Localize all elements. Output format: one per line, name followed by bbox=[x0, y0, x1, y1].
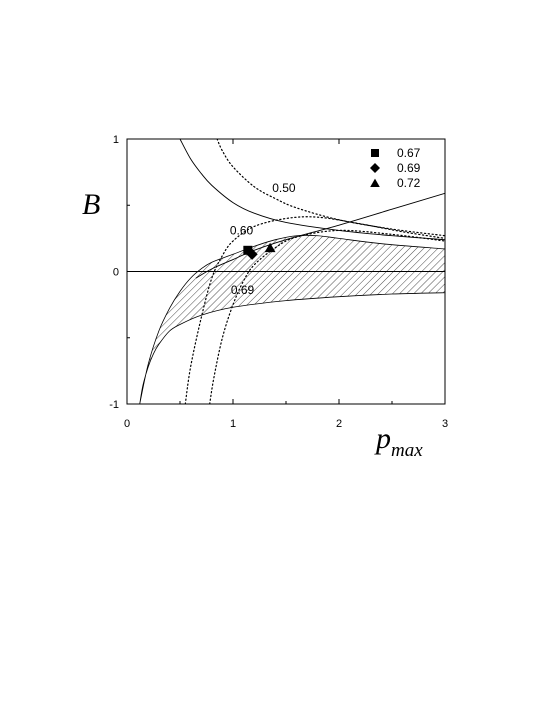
y-tick-label: -1 bbox=[109, 399, 119, 411]
dotted-curves bbox=[184, 139, 445, 404]
data-point-square bbox=[243, 245, 253, 255]
x-tick-label: 3 bbox=[442, 418, 448, 430]
x-tick-label: 1 bbox=[230, 418, 236, 430]
solid-curves bbox=[179, 139, 445, 279]
legend-label: 0.67 bbox=[397, 146, 421, 160]
legend-label: 0.72 bbox=[397, 176, 421, 190]
y-axis-title: B bbox=[82, 188, 100, 221]
data-point-triangle bbox=[264, 242, 276, 253]
x-tick-label: 2 bbox=[336, 418, 342, 430]
x-axis: 0 1 2 3 bbox=[124, 139, 448, 430]
x-axis-title: pmax bbox=[374, 422, 423, 461]
data-point-diamond bbox=[246, 248, 258, 260]
legend-marker-diamond bbox=[370, 163, 380, 173]
allowed-region bbox=[139, 234, 445, 404]
x-tick-label: 0 bbox=[124, 418, 130, 430]
y-tick-label: 0 bbox=[113, 267, 119, 279]
x-axis-title-main: p bbox=[374, 422, 391, 455]
data-points bbox=[243, 242, 276, 260]
legend-marker-square bbox=[371, 149, 379, 157]
curve-label-0.50: 0.50 bbox=[272, 181, 296, 195]
dotted-curve-0.69 bbox=[209, 229, 445, 404]
solid-curve-1 bbox=[179, 139, 445, 241]
y-tick-label: 1 bbox=[113, 134, 119, 146]
solid-curve-2 bbox=[195, 192, 445, 279]
dotted-curve-0.60 bbox=[184, 216, 445, 404]
x-axis-title-subscript: max bbox=[391, 440, 423, 461]
legend-marker-triangle bbox=[370, 178, 380, 187]
legend: 0.670.690.72 bbox=[370, 146, 421, 190]
curve-label-0.60: 0.60 bbox=[230, 223, 254, 237]
dotted-curve-0.50 bbox=[216, 139, 445, 237]
y-axis: -1 0 1 bbox=[109, 134, 445, 411]
legend-label: 0.69 bbox=[397, 161, 421, 175]
curve-label-0.69: 0.69 bbox=[231, 283, 255, 297]
plot-area bbox=[127, 139, 445, 404]
curve-labels: 0.50 0.60 0.69 bbox=[230, 181, 296, 297]
